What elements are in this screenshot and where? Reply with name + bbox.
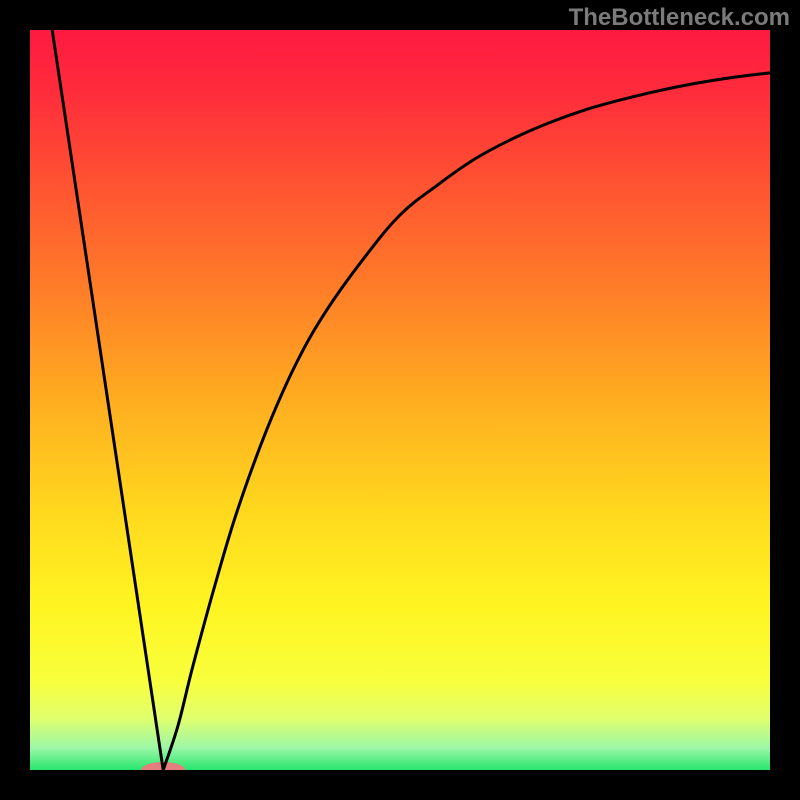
chart-frame: TheBottleneck.com — [0, 0, 800, 800]
watermark-text: TheBottleneck.com — [569, 4, 790, 32]
bottleneck-chart — [30, 30, 770, 770]
gradient-background — [30, 30, 770, 770]
